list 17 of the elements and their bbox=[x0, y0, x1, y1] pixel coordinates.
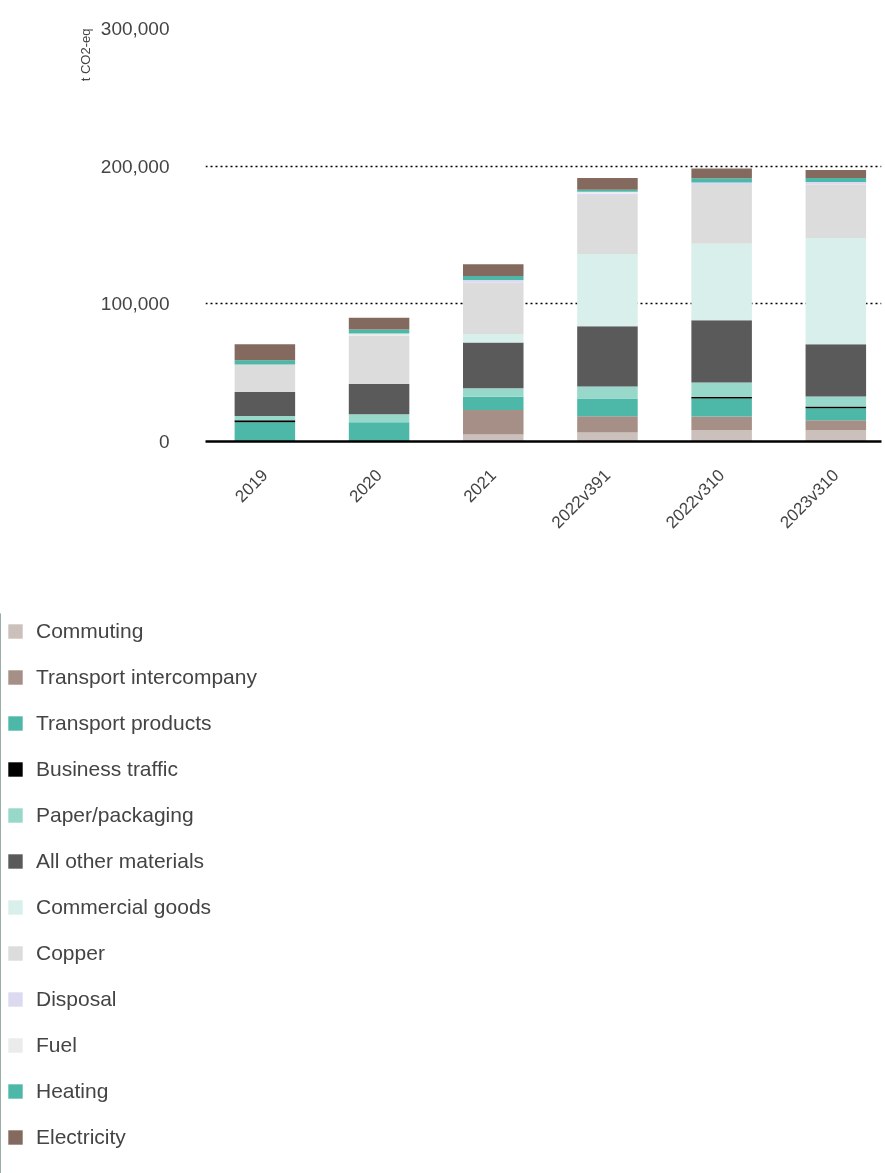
y-tick-label: 300,000 bbox=[100, 18, 170, 39]
legend-label: Commuting bbox=[36, 619, 144, 643]
legend-label: Copper bbox=[36, 941, 105, 965]
legend-label: All other materials bbox=[36, 849, 205, 873]
y-axis-title: t CO2-eq bbox=[77, 28, 93, 82]
legend-label: Commercial goods bbox=[36, 895, 212, 919]
y-tick-label: 0 bbox=[158, 431, 170, 452]
legend-label: Disposal bbox=[36, 987, 117, 1011]
legend-label: Transport products bbox=[36, 711, 212, 735]
legend-label: Fuel bbox=[36, 1033, 77, 1057]
legend-label: Transport intercompany bbox=[36, 665, 257, 689]
legend-label: Heating bbox=[36, 1079, 109, 1103]
legend-label: Electricity bbox=[36, 1125, 126, 1149]
legend-label: Business traffic bbox=[36, 757, 179, 781]
y-tick-label: 200,000 bbox=[100, 155, 170, 177]
y-tick-label: 100,000 bbox=[100, 293, 170, 315]
legend-label: Paper/packaging bbox=[36, 803, 194, 827]
